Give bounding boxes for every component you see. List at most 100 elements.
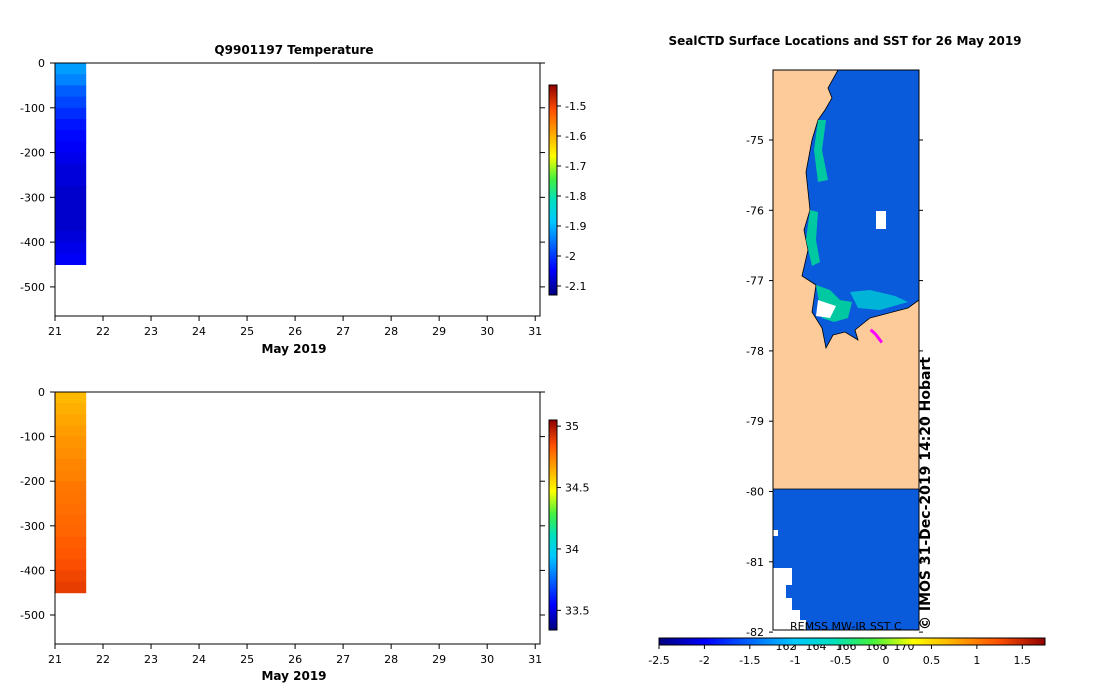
temperature-profile-cell [55,85,87,98]
sea-area-south [772,488,920,631]
x-tick-label: 26 [288,653,302,666]
temperature-profile-cell [55,118,87,131]
temperature-profile-cell [55,141,87,154]
credit-label: © IMOS 31-Dec-2019 14:20 Hobart [918,357,934,630]
no-data-patch [773,568,806,630]
salinity-profile-cell [55,447,87,460]
temperature-axes-frame [54,62,541,317]
salinity-profile-cell [55,403,87,415]
ross-ice-shelf-edge [850,290,908,310]
salinity-profile-cell [55,492,87,505]
temperature-profile-cell [55,230,87,243]
x-tick-label: 30 [480,653,494,666]
x-tick-label: 23 [144,325,158,338]
sst-colorbar-tick-label: 1 [973,654,980,667]
temperature-profile-cell [55,174,87,187]
x-tick-label: 24 [192,653,206,666]
salinity-profile-cell [55,559,87,571]
x-tick-label: 21 [48,653,62,666]
y-tick-label: -500 [20,281,45,294]
temperature-x-label: May 2019 [261,342,326,356]
temperature-profile-cell [55,163,87,176]
map-latitude-ticks: -75 -76 -77 -78 -79 -80 -81 -82 [746,134,923,639]
temperature-profile-cell [55,96,87,109]
ice-free-patch [876,211,886,229]
salinity-profile-cell [55,503,87,516]
y-tick-label: -100 [20,431,45,444]
temperature-profile-cell [55,130,87,142]
salinity-x-ticks: 21 22 23 24 25 26 27 28 29 30 31 [48,644,542,666]
colorbar-tick-label: -2 [565,250,576,263]
salinity-profile-cell [55,470,87,482]
salinity-panel: 0 -100 -200 -300 -400 -500 21 22 23 24 25 26 27 28 29… [20,386,589,683]
salinity-profile-cell [55,525,87,538]
sst-colorbar-ticks: -2.5 -2 -1.5 -1 -0.5 0 0.5 1 1.5 [648,645,1031,667]
sst-colorbar-tick-label: -1.5 [739,654,760,667]
coastal-ice-edge [816,300,836,318]
salinity-profile-cell [55,514,87,527]
sst-colorbar-tick-label: 1.5 [1014,654,1032,667]
sst-colorbar [658,637,1046,646]
colorbar-tick-label: -1.7 [565,160,586,173]
salinity-profile [55,392,87,594]
salinity-profile-cell [55,548,87,560]
seal-track [869,328,883,344]
lat-tick-label: -82 [746,626,764,639]
temperature-y-ticks: 0 -100 -200 -300 -400 -500 [20,57,545,294]
colorbar-tick-label: 35 [565,420,579,433]
colorbar-tick-label: 34 [565,543,579,556]
salinity-profile-cell [55,414,87,426]
colorbar-tick-label: -1.8 [565,190,586,203]
map-frame [772,69,920,631]
source-label: REMSS MW-IR SST C [790,620,902,633]
sst-map-panel: SealCTD Surface Locations and SST for 26… [648,34,1046,667]
map-title: SealCTD Surface Locations and SST for 26… [668,34,1021,48]
y-tick-label: -300 [20,191,45,204]
y-tick-label: -400 [20,564,45,577]
x-tick-label: 26 [288,325,302,338]
lat-tick-label: -80 [746,486,764,499]
sea-area-ross-sea [801,69,920,350]
x-tick-label: 31 [528,653,542,666]
colorbar-tick-label: -1.9 [565,220,586,233]
x-tick-label: 27 [336,325,350,338]
x-tick-label: 29 [432,325,446,338]
salinity-profile-cell [55,570,87,583]
salinity-colorbar [548,419,558,631]
y-tick-label: 0 [38,386,45,399]
x-tick-label: 23 [144,653,158,666]
y-tick-label: -200 [20,147,45,160]
sst-colorbar-tick-label: 0.5 [923,654,941,667]
x-tick-label: 31 [528,325,542,338]
x-tick-label: 29 [432,653,446,666]
temperature-profile-cell [55,208,87,221]
temperature-profile-cell [55,107,87,120]
x-tick-label: 30 [480,325,494,338]
x-tick-label: 25 [240,325,254,338]
sst-colorbar-tick-label: -0.5 [830,654,851,667]
colorbar-tick-label: 34.5 [565,482,590,495]
sst-colorbar-tick-label: -2 [699,654,710,667]
temperature-profile-cell [55,253,87,266]
lat-tick-label: -76 [746,204,764,217]
temperature-profile-cell [55,74,87,86]
salinity-profile-cell [55,458,87,471]
salinity-x-label: May 2019 [261,669,326,683]
sst-colorbar-tick-label: -1 [790,654,801,667]
salinity-profile-cell [55,425,87,438]
salinity-profile-cell [55,581,87,594]
colorbar-tick-label: 33.5 [565,604,590,617]
salinity-profile-cell [55,481,87,493]
temperature-profile [55,63,87,266]
salinity-profile-cell [55,392,87,404]
temperature-profile-cell [55,242,87,254]
y-tick-label: -100 [20,102,45,115]
x-tick-label: 28 [384,325,398,338]
x-tick-label: 25 [240,653,254,666]
no-data-patch [773,530,778,536]
temperature-colorbar [548,84,558,296]
temperature-colorbar-ticks: -1.5 -1.6 -1.7 -1.8 -1.9 -2 -2.1 [557,100,586,293]
y-tick-label: -400 [20,236,45,249]
x-tick-label: 22 [96,325,110,338]
